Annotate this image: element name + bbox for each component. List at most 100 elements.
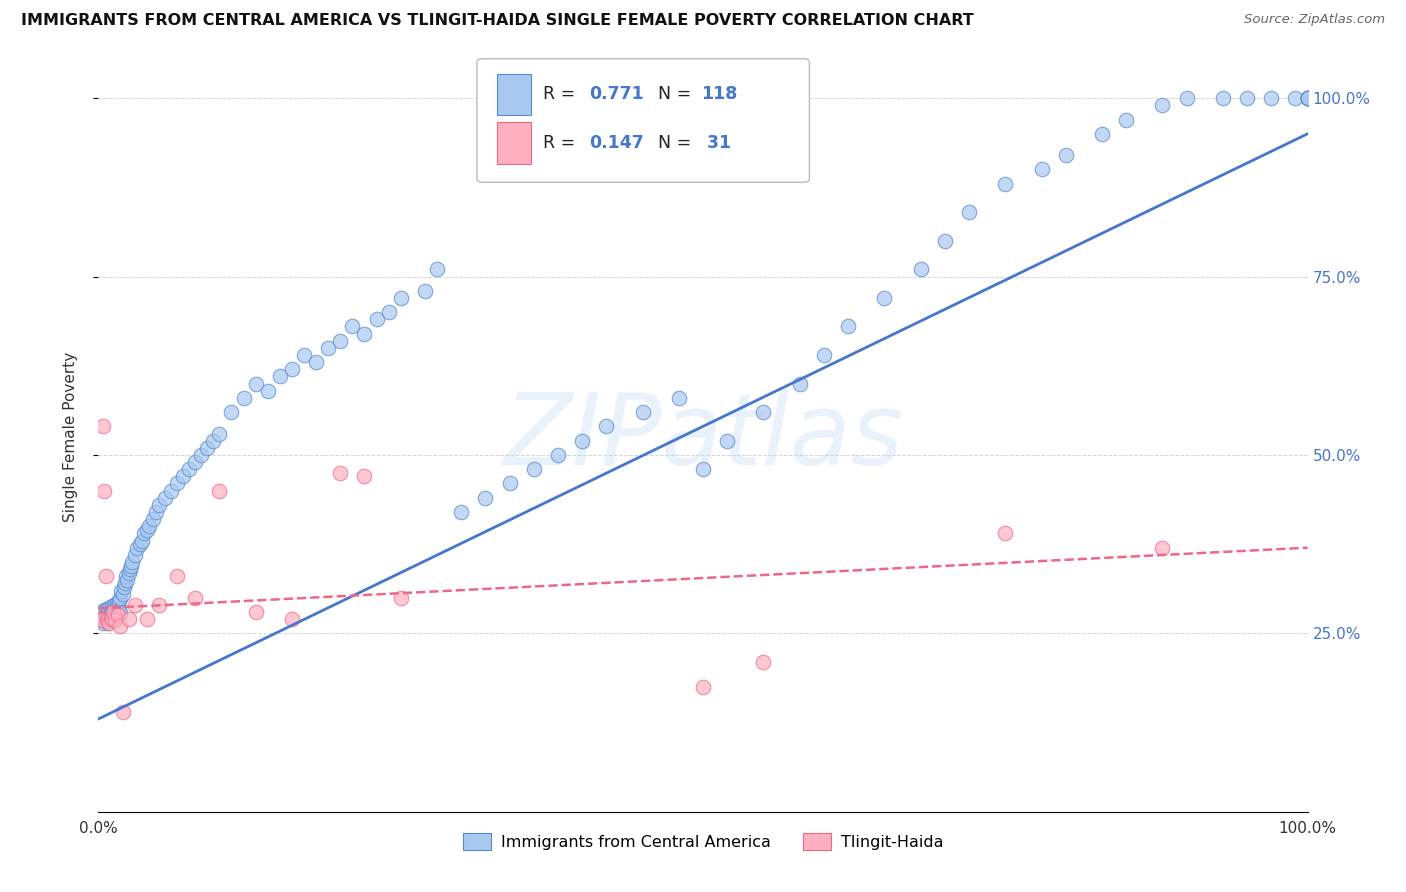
Point (692, 462, 714, 476)
Point (128, 537, 150, 551)
Point (100, 599, 122, 614)
Point (245, 605, 267, 619)
Point (389, 291, 412, 305)
Point (91, 614, 114, 628)
Point (135, 523, 157, 537)
Point (752, 655, 775, 669)
Point (97, 606, 120, 620)
Point (160, 483, 183, 498)
FancyBboxPatch shape (498, 74, 531, 115)
Point (101, 605, 124, 619)
Point (208, 426, 231, 441)
Point (148, 598, 170, 612)
Text: N =: N = (658, 85, 697, 103)
Point (142, 512, 165, 526)
Point (366, 312, 388, 326)
Point (232, 391, 254, 405)
Point (100, 604, 122, 618)
Point (316, 341, 339, 355)
Point (91, 610, 114, 624)
Point (100, 610, 122, 624)
Point (184, 591, 207, 605)
Point (450, 505, 472, 519)
Point (305, 355, 328, 369)
Point (96, 611, 118, 625)
Point (571, 434, 593, 448)
Point (96, 602, 118, 616)
Point (93, 483, 115, 498)
Text: 0.771: 0.771 (589, 85, 644, 103)
Point (97, 614, 120, 628)
Point (127, 541, 149, 555)
Y-axis label: Single Female Poverty: Single Female Poverty (63, 352, 77, 522)
Point (813, 348, 835, 362)
Point (426, 262, 449, 277)
Point (789, 376, 811, 391)
Point (105, 596, 128, 610)
Point (269, 369, 291, 384)
Point (1284, 91, 1306, 105)
Point (111, 587, 134, 601)
Point (110, 583, 132, 598)
Point (752, 405, 775, 419)
Point (1115, 112, 1137, 127)
Point (389, 591, 412, 605)
Point (1031, 162, 1053, 177)
Point (120, 558, 142, 573)
Point (98, 615, 121, 630)
Point (179, 462, 201, 476)
Point (100, 612, 122, 626)
Point (957, 205, 980, 219)
Point (91, 607, 114, 621)
Point (90, 612, 112, 626)
Point (104, 614, 127, 628)
Point (105, 605, 128, 619)
Text: IMMIGRANTS FROM CENTRAL AMERICA VS TLINGIT-HAIDA SINGLE FEMALE POVERTY CORRELATI: IMMIGRANTS FROM CENTRAL AMERICA VS TLING… (21, 13, 974, 29)
Point (124, 598, 146, 612)
Point (118, 612, 141, 626)
Point (1091, 127, 1114, 141)
Point (1260, 91, 1282, 105)
Point (1054, 148, 1077, 162)
Point (153, 491, 176, 505)
Point (353, 326, 375, 341)
Point (98, 610, 121, 624)
Point (101, 612, 124, 626)
Point (1175, 91, 1198, 105)
Point (195, 441, 218, 455)
Point (108, 591, 131, 605)
Point (837, 319, 859, 334)
Point (91, 615, 114, 630)
Point (131, 533, 153, 548)
Point (148, 498, 170, 512)
Point (281, 612, 304, 626)
Point (103, 598, 125, 612)
Point (595, 419, 617, 434)
Point (1296, 91, 1319, 105)
Point (377, 305, 399, 319)
Point (108, 603, 131, 617)
Point (108, 619, 131, 633)
Point (90, 614, 112, 628)
Point (97, 615, 120, 630)
Point (114, 576, 136, 591)
Point (91, 419, 114, 434)
Point (118, 562, 141, 576)
Point (91, 605, 114, 619)
Point (1296, 91, 1319, 105)
Point (474, 491, 496, 505)
Point (498, 476, 520, 491)
Point (103, 607, 125, 621)
Point (1296, 91, 1319, 105)
Point (104, 610, 127, 624)
Point (1236, 91, 1258, 105)
Point (523, 462, 546, 476)
Point (94, 607, 117, 622)
Point (190, 448, 212, 462)
Point (100, 614, 122, 628)
Point (221, 405, 243, 419)
Legend: Immigrants from Central America, Tlingit-Haida: Immigrants from Central America, Tlingit… (456, 827, 950, 856)
Point (90, 608, 112, 623)
Text: Source: ZipAtlas.com: Source: ZipAtlas.com (1244, 13, 1385, 27)
Point (292, 348, 315, 362)
